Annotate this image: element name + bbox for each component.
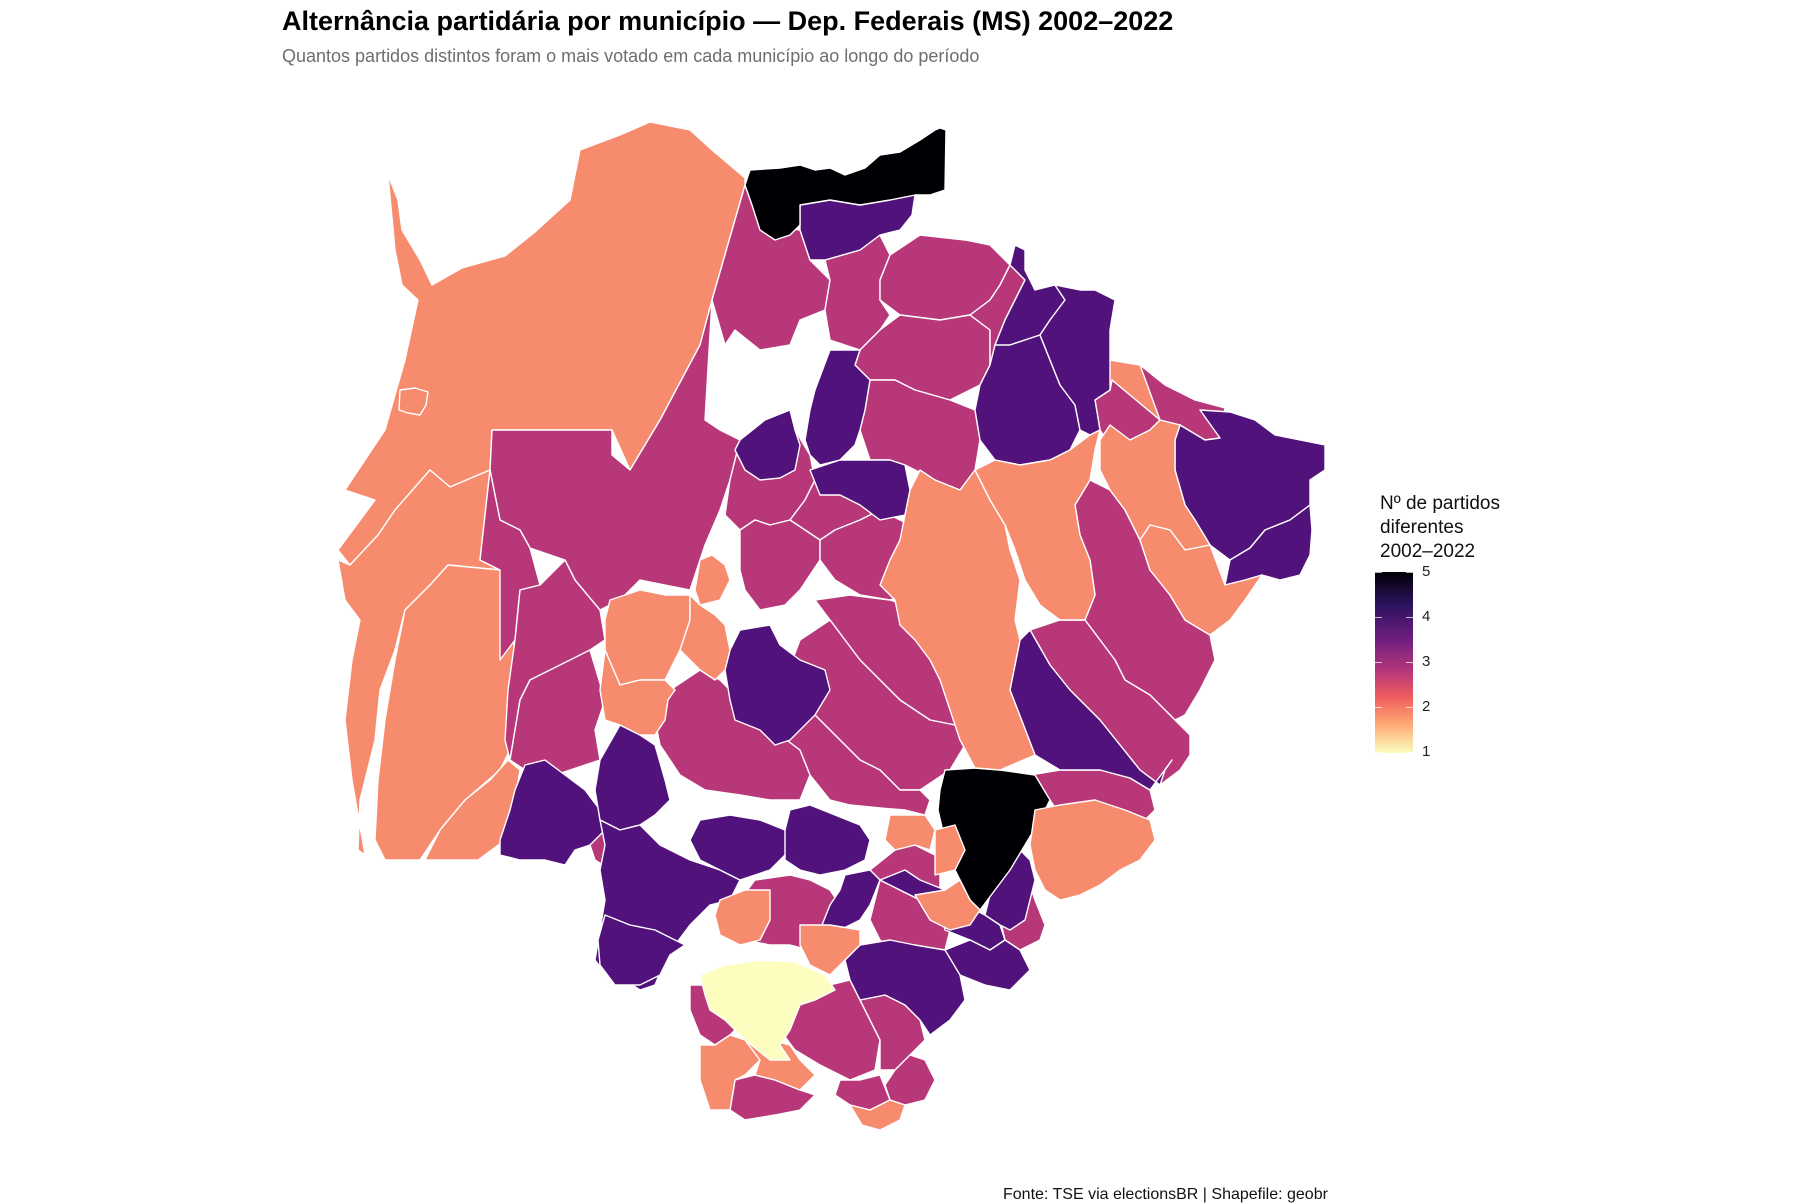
legend-body: 5 4 3 2 1 (1375, 563, 1560, 760)
municipality-south-2b[interactable] (934, 824, 966, 876)
municipality-south-2h[interactable] (849, 1099, 906, 1131)
municipality-south-4d[interactable] (819, 869, 881, 931)
municipality-northeast-2b[interactable] (1139, 524, 1263, 636)
municipality-south-4c[interactable] (784, 804, 871, 876)
municipality-central-3c[interactable] (739, 519, 821, 611)
municipality-west-lower[interactable] (337, 469, 501, 856)
municipality-north-5[interactable] (744, 127, 947, 241)
municipality-south-2a[interactable] (884, 814, 936, 851)
municipality-central-4d[interactable] (724, 624, 831, 746)
municipality-central-4b[interactable] (734, 409, 801, 481)
municipality-east-4c[interactable] (1009, 629, 1173, 791)
municipality-central-3h[interactable] (759, 699, 931, 816)
municipality-south-2c[interactable] (914, 879, 981, 931)
chart-caption: Fonte: TSE via electionsBR | Shapefile: … (1003, 1186, 1328, 1203)
legend-title-line-3: 2002–2022 (1380, 541, 1476, 562)
municipality-south-3d[interactable] (779, 979, 881, 1081)
municipality-central-2c[interactable] (679, 594, 731, 681)
municipality-south-2e[interactable] (799, 924, 861, 976)
municipality-central-4a[interactable] (804, 349, 871, 466)
municipality-southwest-4a[interactable] (499, 759, 606, 866)
legend-title-line-2: diferentes (1380, 517, 1464, 538)
municipality-south-4e[interactable] (844, 939, 966, 1036)
municipality-south-1[interactable] (699, 959, 836, 1061)
legend-title: Nº de partidos diferentes 2002–2022 (1380, 492, 1560, 564)
municipality-central-2a[interactable] (694, 554, 731, 606)
municipality-central-2b[interactable] (604, 589, 691, 686)
municipality-south-4f[interactable] (597, 914, 686, 986)
chart-title: Alternância partidária por município — D… (282, 6, 1174, 36)
municipality-east-2b[interactable] (974, 429, 1101, 621)
legend-tick-label-1: 1 (1422, 743, 1431, 760)
municipality-enclave[interactable] (398, 387, 429, 416)
legend-title-line-1: Nº de partidos (1380, 493, 1500, 514)
chart-subtitle: Quantos partidos distintos foram o mais … (282, 46, 980, 66)
municipality-southwest-4b[interactable] (594, 724, 671, 831)
legend-tick-label-2: 2 (1422, 698, 1431, 715)
legend-tick-label-4: 4 (1422, 608, 1431, 625)
municipality-south-4b[interactable] (689, 814, 791, 881)
legend: Nº de partidos diferentes 2002–2022 5 4 … (1375, 492, 1560, 760)
legend-tick-label-5: 5 (1422, 563, 1431, 580)
municipality-central-2d[interactable] (599, 649, 676, 736)
legend-tick-label-3: 3 (1422, 653, 1431, 670)
municipality-south-2f[interactable] (699, 1034, 761, 1111)
municipality-south-2d[interactable] (714, 889, 771, 946)
municipality-southeast-2a[interactable] (1029, 799, 1156, 901)
